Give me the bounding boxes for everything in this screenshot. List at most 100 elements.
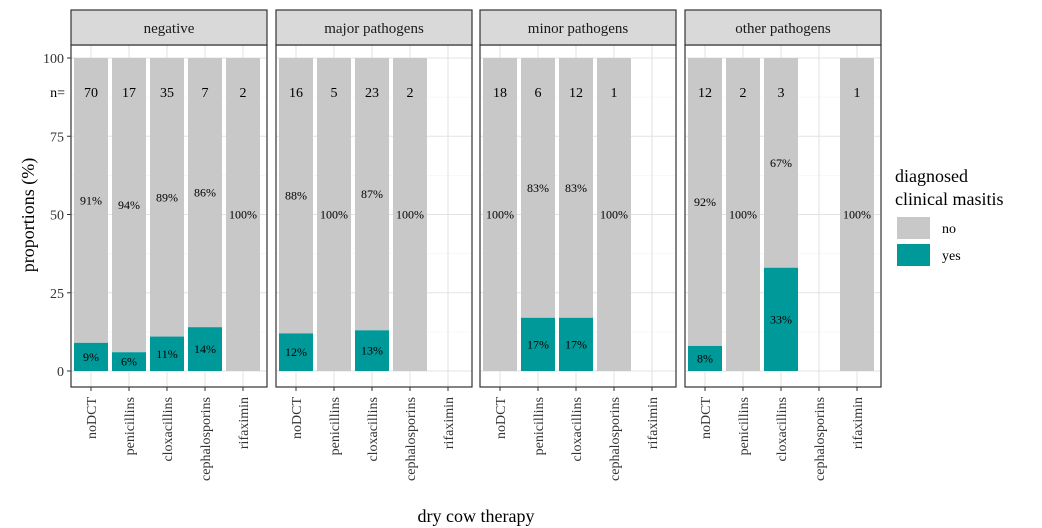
x-tick-label: cloxacillins (570, 397, 585, 462)
x-tick-label: penicillins (737, 397, 752, 455)
n-count-label: 1 (611, 86, 618, 101)
legend-swatch-no (897, 217, 930, 239)
facet-strip-label: negative (144, 21, 195, 37)
n-count-label: 5 (331, 86, 338, 101)
legend-label-no: no (942, 222, 956, 237)
bar-label-yes: 9% (83, 350, 99, 364)
x-tick-label: noDCT (494, 397, 509, 439)
bar-label-no: 83% (527, 181, 549, 195)
y-tick-label: 75 (50, 130, 64, 145)
bar-no-cephalosporins (188, 58, 222, 328)
bar-no-noDCT (74, 58, 108, 343)
bar-no-noDCT (279, 58, 313, 334)
n-count-label: 35 (160, 86, 174, 101)
bar-label-no: 88% (285, 189, 307, 203)
x-tick-label: noDCT (290, 397, 305, 439)
bar-label-yes: 8% (697, 351, 713, 365)
bar-label-no: 100% (486, 208, 514, 222)
bar-label-yes: 6% (121, 355, 137, 369)
n-count-label: 12 (569, 86, 583, 101)
n-count-label: 16 (289, 86, 303, 101)
bar-label-no: 100% (229, 208, 257, 222)
bar-label-no: 100% (843, 208, 871, 222)
legend-title-line: diagnosed (895, 166, 968, 186)
x-tick-label: penicillins (328, 397, 343, 455)
legend: diagnosed clinical masitis no yes (895, 166, 1003, 266)
x-tick-label: rifaximin (851, 397, 866, 449)
legend-swatch-yes (897, 244, 930, 266)
panel-3: 92% 8% 12 100% 2 67% 33% 3 100% 1 other pathogens n… (684, 9, 882, 481)
bar-label-yes: 17% (565, 337, 587, 351)
panel-1: 88% 12% 16 100% 5 87% 13% 23 100% 2 major pathogen… (275, 9, 473, 481)
x-tick-label: cloxacillins (366, 397, 381, 462)
bar-no-cloxacillins (559, 58, 593, 318)
n-count-label: 23 (365, 86, 379, 101)
bar-no-noDCT (688, 58, 722, 346)
bar-no-rifaximin (840, 58, 874, 371)
facet-strip-label: major pathogens (324, 21, 424, 37)
y-tick-label: 50 (50, 209, 64, 224)
y-axis: 0 25 50 75 100 (43, 52, 71, 380)
x-tick-label: penicillins (123, 397, 138, 455)
bar-no-penicillins (112, 58, 146, 353)
bar-label-no: 67% (770, 156, 792, 170)
n-count-label: 18 (493, 86, 507, 101)
x-tick-label: penicillins (532, 397, 547, 455)
n-count-label: 2 (740, 86, 747, 101)
n-count-label: 2 (240, 86, 247, 101)
bar-yes-cephalosporins (188, 327, 222, 371)
n-count-label: 17 (122, 86, 136, 101)
bar-yes-noDCT (74, 342, 108, 371)
bar-yes-noDCT (279, 333, 313, 371)
bar-no-cloxacillins (150, 58, 184, 337)
bar-label-no: 86% (194, 186, 216, 200)
panel-0: 91% 9% 70 94% 6% 17 89% 11% 35 86% 14% 7 100% 2 negati… (70, 9, 268, 481)
bar-no-penicillins (317, 58, 351, 371)
y-tick-label: 0 (57, 365, 64, 380)
facet-strip (479, 9, 677, 46)
bar-no-penicillins (726, 58, 760, 371)
chart-panels: 91%9%7094%6%1789%11%3586%14%7100%2negati… (70, 9, 882, 481)
bar-label-yes: 12% (285, 345, 307, 359)
x-tick-label: cephalosporins (199, 397, 214, 481)
legend-title-line: clinical masitis (895, 189, 1003, 209)
x-tick-label: cephalosporins (404, 397, 419, 481)
bar-no-cephalosporins (393, 58, 427, 371)
panel-2: 100% 18 83% 17% 6 83% 17% 12 100% 1 minor pathogen… (479, 9, 677, 481)
facet-strip-label: other pathogens (735, 21, 831, 37)
bar-label-yes: 14% (194, 342, 216, 356)
bar-label-yes: 11% (156, 347, 178, 361)
n-count-label: 70 (84, 86, 98, 101)
bar-label-no: 100% (320, 208, 348, 222)
bar-label-no: 91% (80, 193, 102, 207)
bar-label-no: 89% (156, 190, 178, 204)
legend-label-yes: yes (942, 249, 961, 264)
bar-yes-cloxacillins (150, 336, 184, 371)
bar-label-no: 100% (729, 208, 757, 222)
n-count-label: 6 (535, 86, 542, 101)
bar-label-yes: 13% (361, 344, 383, 358)
bar-label-no: 94% (118, 198, 140, 212)
bar-no-noDCT (483, 58, 517, 371)
x-tick-label: rifaximin (237, 397, 252, 449)
x-tick-label: cloxacillins (161, 397, 176, 462)
bar-yes-cloxacillins (355, 330, 389, 371)
n-count-label: 2 (407, 86, 414, 101)
x-tick-label: cloxacillins (775, 397, 790, 462)
bar-no-cloxacillins (355, 58, 389, 331)
bar-no-rifaximin (226, 58, 260, 371)
x-tick-label: rifaximin (442, 397, 457, 449)
bar-yes-cloxacillins (559, 317, 593, 371)
n-prefix-label: n= (50, 86, 65, 101)
x-tick-label: noDCT (85, 397, 100, 439)
y-axis-title: proportions (%) (18, 158, 39, 272)
bar-label-no: 100% (396, 208, 424, 222)
bar-no-penicillins (521, 58, 555, 318)
bar-label-no: 100% (600, 208, 628, 222)
x-axis-title: dry cow therapy (418, 506, 535, 526)
n-count-label: 3 (778, 86, 785, 101)
bar-label-no: 83% (565, 181, 587, 195)
bar-label-yes: 17% (527, 337, 549, 351)
y-tick-label: 25 (50, 287, 64, 302)
